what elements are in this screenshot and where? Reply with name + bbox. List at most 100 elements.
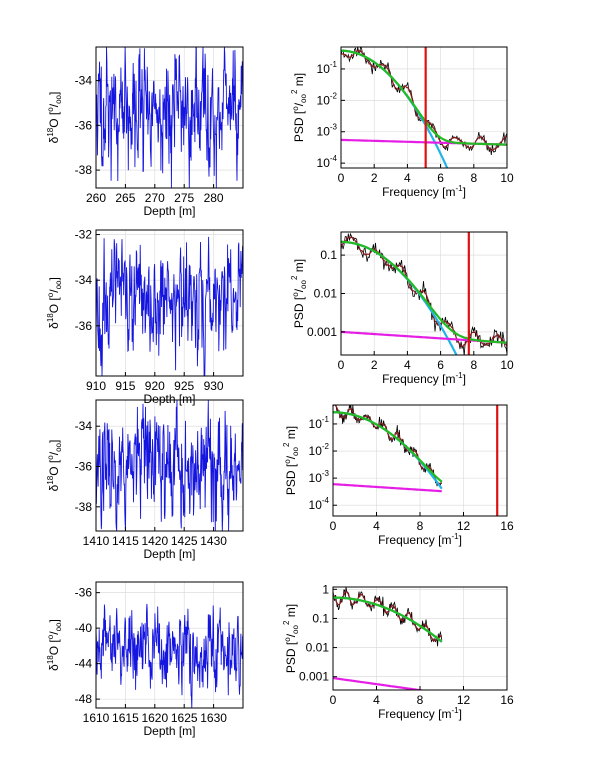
- x-tick-label: 6: [437, 358, 444, 372]
- x-axis-label: Frequency [m-1]: [382, 371, 466, 386]
- y-tick-label: 0.001: [307, 325, 337, 339]
- x-tick-label: 0: [330, 693, 337, 707]
- y-tick-label: 10-1: [317, 60, 338, 76]
- psd-smoothed-line: [333, 590, 443, 642]
- y-tick-label: -36: [75, 586, 93, 600]
- signal-fit-line: [341, 240, 458, 355]
- isotope-series: [96, 400, 243, 531]
- plot-frame: [95, 229, 244, 377]
- x-axis-label: Depth [m]: [143, 547, 195, 561]
- depth-panel-1: 260 265 270 275 280 -38 -36 -34 Depth [m] δ18O [o…: [46, 46, 244, 218]
- x-tick-label: 8: [417, 519, 424, 533]
- x-tick-label: 1610: [83, 711, 110, 725]
- y-tick-label: 0.1: [320, 248, 337, 262]
- y-tick-label: -36: [75, 460, 93, 474]
- plot-frame: [95, 46, 244, 189]
- x-tick-label: 1620: [141, 711, 168, 725]
- x-tick-label: 915: [115, 379, 135, 393]
- isotope-series: [96, 47, 243, 188]
- x-tick-label: 8: [470, 358, 477, 372]
- isotope-series: [96, 603, 243, 708]
- x-tick-label: 260: [86, 191, 106, 205]
- x-axis-label: Depth [m]: [143, 204, 195, 218]
- x-tick-label: 8: [417, 693, 424, 707]
- total-fit-line: [333, 411, 443, 483]
- y-axis-label: PSD [o/oo2 m]: [282, 426, 300, 495]
- y-tick-label: -38: [75, 500, 93, 514]
- psd-raw-line: [341, 232, 507, 355]
- y-tick-label: -44: [75, 657, 93, 671]
- depth-panel-4: 1610 1615 1620 1625 1630 -48 -44 -40 -36 Depth [m…: [46, 581, 244, 738]
- x-tick-label: 275: [174, 191, 194, 205]
- x-tick-label: 4: [373, 693, 380, 707]
- x-tick-label: 2: [371, 358, 378, 372]
- y-axis-label: δ18O [o/oo]: [46, 619, 63, 671]
- x-tick-label: 12: [457, 519, 471, 533]
- y-tick-label: -36: [75, 319, 93, 333]
- y-axis-label: PSD [o/oo2 m]: [282, 604, 300, 673]
- x-tick-label: 910: [86, 379, 106, 393]
- x-tick-label: 920: [145, 379, 165, 393]
- x-axis-label: Frequency [m-1]: [382, 184, 466, 199]
- x-tick-label: 1420: [141, 534, 168, 548]
- signal-fit-line: [333, 596, 443, 643]
- x-axis-label: Depth [m]: [143, 392, 195, 406]
- total-fit-line: [341, 240, 507, 344]
- psd-panel-1: 0 2 4 6 8 10 10-1 10-2 10-3 10-4 Frequency [m-1] PS…: [290, 46, 514, 199]
- y-tick-label: 1: [322, 582, 329, 596]
- y-tick-label: 10-4: [309, 496, 330, 512]
- isotope-series: [96, 236, 243, 376]
- plot-frame: [95, 581, 244, 709]
- x-tick-label: 1625: [171, 711, 198, 725]
- y-tick-label: 10-3: [317, 123, 338, 139]
- y-axis-label: δ18O [o/oo]: [46, 92, 63, 144]
- x-tick-label: 8: [470, 171, 477, 185]
- y-tick-label: 0.001: [299, 670, 329, 684]
- x-tick-label: 2: [371, 171, 378, 185]
- x-tick-label: 1615: [112, 711, 139, 725]
- x-tick-label: 4: [373, 519, 380, 533]
- y-tick-label: -34: [75, 419, 93, 433]
- x-tick-label: 10: [500, 358, 514, 372]
- total-fit-line: [341, 49, 507, 146]
- x-tick-label: 6: [437, 171, 444, 185]
- plot-frame: [95, 399, 244, 532]
- x-tick-label: 16: [500, 519, 514, 533]
- x-tick-label: 265: [115, 191, 135, 205]
- y-tick-label: 10-4: [317, 154, 338, 170]
- x-tick-label: 930: [204, 379, 224, 393]
- x-tick-label: 1630: [200, 711, 227, 725]
- x-tick-label: 12: [457, 693, 471, 707]
- x-tick-label: 270: [145, 191, 165, 205]
- y-tick-label: -48: [75, 692, 93, 706]
- depth-panel-2: 910 915 920 925 930 -36 -34 -32 Depth [m] δ18O [o…: [46, 228, 244, 406]
- y-tick-label: 0.01: [314, 287, 338, 301]
- y-tick-label: -34: [75, 74, 93, 88]
- y-axis-label: δ18O [o/oo]: [46, 277, 63, 329]
- y-axis-label: PSD [o/oo2 m]: [290, 259, 308, 328]
- psd-panel-4: 0 4 8 12 16 1 0.1 0.01 0.001 Frequency [m-1] PSD […: [282, 582, 514, 721]
- psd-panel-2: 0 2 4 6 8 10 0.1 0.01 0.001 Frequency [m-1] PSD [o…: [290, 231, 514, 386]
- x-axis-label: Frequency [m-1]: [378, 532, 462, 547]
- x-tick-label: 0: [330, 519, 337, 533]
- x-tick-label: 0: [338, 171, 345, 185]
- x-tick-label: 16: [500, 693, 514, 707]
- x-tick-label: 280: [204, 191, 224, 205]
- y-tick-label: -38: [75, 163, 93, 177]
- y-tick-label: 0.01: [306, 641, 330, 655]
- y-axis-label: PSD [o/oo2 m]: [290, 73, 308, 142]
- depth-panel-3: 1410 1415 1420 1425 1430 -38 -36 -34 Depth [m] δ1…: [46, 399, 244, 561]
- y-tick-label: -32: [75, 228, 93, 242]
- x-tick-label: 4: [404, 171, 411, 185]
- y-tick-label: 10-2: [309, 442, 330, 458]
- noise-fit-line: [333, 676, 427, 690]
- x-tick-label: 1410: [83, 534, 110, 548]
- x-tick-label: 1430: [200, 534, 227, 548]
- y-tick-label: 10-3: [309, 469, 330, 485]
- y-tick-label: -34: [75, 273, 93, 287]
- total-fit-line: [333, 596, 443, 643]
- x-axis-label: Frequency [m-1]: [378, 706, 462, 721]
- y-tick-label: -40: [75, 621, 93, 635]
- x-tick-label: 925: [174, 379, 194, 393]
